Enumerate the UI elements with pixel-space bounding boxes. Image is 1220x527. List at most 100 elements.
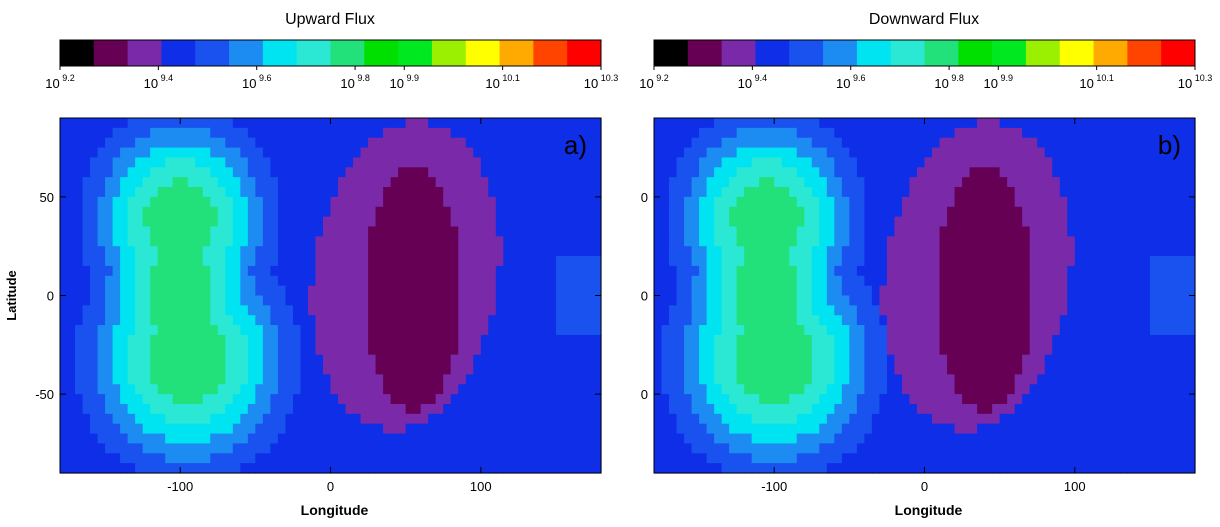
heatmap-cell xyxy=(1150,335,1158,345)
heatmap-cell xyxy=(150,286,158,296)
heatmap-cell xyxy=(158,414,166,424)
heatmap-cell xyxy=(1060,138,1068,148)
heatmap-cell xyxy=(819,187,827,197)
heatmap-cell xyxy=(406,384,414,394)
heatmap-cell xyxy=(203,256,211,266)
heatmap-cell xyxy=(1120,207,1128,217)
heatmap xyxy=(60,118,602,474)
colorbar-swatch xyxy=(823,40,857,66)
heatmap-cell xyxy=(707,157,715,167)
heatmap-cell xyxy=(917,296,925,306)
heatmap-cell xyxy=(759,266,767,276)
heatmap-cell xyxy=(173,424,181,434)
heatmap-cell xyxy=(804,138,812,148)
heatmap-cell xyxy=(60,226,68,236)
heatmap-cell xyxy=(278,236,286,246)
heatmap-cell xyxy=(368,187,376,197)
heatmap-cell xyxy=(421,404,429,414)
heatmap-cell xyxy=(669,305,677,315)
heatmap-cell xyxy=(699,197,707,207)
heatmap-cell xyxy=(428,355,436,365)
heatmap-cell xyxy=(526,345,534,355)
heatmap-cell xyxy=(466,148,474,158)
heatmap-cell xyxy=(834,414,842,424)
heatmap-cell xyxy=(556,404,564,414)
heatmap-cell xyxy=(1097,138,1105,148)
heatmap-cell xyxy=(804,207,812,217)
heatmap-cell xyxy=(436,128,444,138)
heatmap-cell xyxy=(1022,315,1030,325)
heatmap-cell xyxy=(90,453,98,463)
heatmap-cell xyxy=(518,118,526,128)
heatmap-cell xyxy=(331,236,339,246)
heatmap-cell xyxy=(496,276,504,286)
heatmap-cell xyxy=(105,187,113,197)
heatmap-cell xyxy=(842,217,850,227)
heatmap-cell xyxy=(473,197,481,207)
heatmap-cell xyxy=(985,157,993,167)
heatmap-cell xyxy=(1000,414,1008,424)
heatmap-cell xyxy=(533,394,541,404)
heatmap-cell xyxy=(323,246,331,256)
heatmap-cell xyxy=(323,187,331,197)
heatmap-cell xyxy=(767,197,775,207)
heatmap-cell xyxy=(699,296,707,306)
heatmap-cell xyxy=(1007,335,1015,345)
heatmap-cell xyxy=(1090,266,1098,276)
heatmap-cell xyxy=(443,236,451,246)
heatmap-cell xyxy=(180,394,188,404)
heatmap-cell xyxy=(992,394,1000,404)
heatmap-cell xyxy=(188,177,196,187)
heatmap-cell xyxy=(767,414,775,424)
heatmap-cell xyxy=(165,157,173,167)
heatmap-cell xyxy=(879,276,887,286)
heatmap-cell xyxy=(526,197,534,207)
heatmap-cell xyxy=(1142,365,1150,375)
heatmap-cell xyxy=(834,365,842,375)
heatmap-cell xyxy=(278,296,286,306)
heatmap-cell xyxy=(473,394,481,404)
heatmap-cell xyxy=(225,246,233,256)
heatmap-cell xyxy=(255,148,263,158)
heatmap-cell xyxy=(195,374,203,384)
heatmap-cell xyxy=(940,394,948,404)
heatmap-cell xyxy=(556,365,564,375)
heatmap-cell xyxy=(940,226,948,236)
heatmap-cell xyxy=(263,414,271,424)
heatmap-cell xyxy=(158,365,166,375)
heatmap-cell xyxy=(669,187,677,197)
heatmap-cell xyxy=(443,246,451,256)
heatmap-cell xyxy=(1022,276,1030,286)
heatmap-cell xyxy=(218,266,226,276)
heatmap-cell xyxy=(233,374,241,384)
heatmap-cell xyxy=(255,345,263,355)
heatmap-cell xyxy=(173,266,181,276)
heatmap-cell xyxy=(707,128,715,138)
heatmap-cell xyxy=(68,197,76,207)
heatmap-cell xyxy=(173,286,181,296)
heatmap-cell xyxy=(707,138,715,148)
heatmap-cell xyxy=(1142,276,1150,286)
heatmap-cell xyxy=(593,118,601,128)
heatmap-cell xyxy=(977,365,985,375)
heatmap-cell xyxy=(105,138,113,148)
heatmap-cell xyxy=(654,296,662,306)
heatmap-cell xyxy=(1090,365,1098,375)
heatmap-cell xyxy=(511,207,519,217)
heatmap-cell xyxy=(887,148,895,158)
heatmap-cell xyxy=(1067,335,1075,345)
heatmap-cell xyxy=(105,286,113,296)
heatmap-cell xyxy=(1082,187,1090,197)
heatmap-cell xyxy=(737,197,745,207)
heatmap-cell xyxy=(932,256,940,266)
heatmap-cell xyxy=(466,325,474,335)
heatmap-cell xyxy=(571,463,579,473)
heatmap-cell xyxy=(120,128,128,138)
heatmap-cell xyxy=(188,305,196,315)
heatmap-cell xyxy=(774,167,782,177)
heatmap-cell xyxy=(940,335,948,345)
heatmap-cell xyxy=(120,374,128,384)
heatmap-cell xyxy=(225,266,233,276)
heatmap-cell xyxy=(323,365,331,375)
heatmap-cell xyxy=(849,207,857,217)
